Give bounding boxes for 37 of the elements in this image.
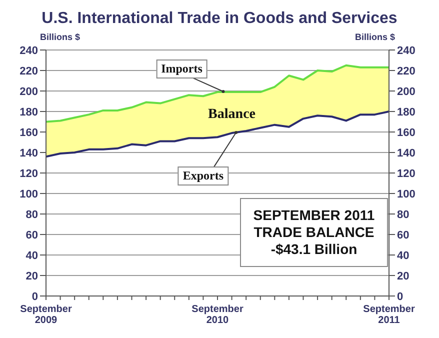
y-tick-label: 60 [26, 229, 38, 242]
y2-tick-label: 180 [397, 106, 416, 118]
y2-tick-label: 60 [397, 229, 410, 242]
y2-tick-label: 0 [397, 290, 404, 303]
y-tick-label: 20 [26, 270, 38, 282]
y2-tick-label: 40 [397, 250, 410, 262]
y-tick-label: 140 [20, 147, 38, 160]
y-tick-label: 120 [20, 168, 38, 180]
y2-tick-label: 140 [397, 147, 416, 160]
y2-tick-label: 100 [397, 188, 416, 200]
x-tick-label: September 2009 [20, 304, 72, 326]
annotation: Balance [208, 106, 256, 123]
y2-tick-label: 240 [397, 44, 416, 57]
y2-tick-label: 120 [397, 168, 416, 180]
y-tick-label: 240 [20, 44, 38, 57]
line-series [46, 64, 389, 123]
x-tick-label: September 2010 [192, 304, 244, 326]
y2-axis-title: Billions $ [354, 32, 395, 42]
y-tick-label: 200 [20, 86, 38, 98]
y2-tick-label: 200 [397, 86, 416, 98]
y2-tick-label: 160 [397, 126, 416, 139]
annotation: SEPTEMBER 2011 TRADE BALANCE -$43.1 Billion [240, 198, 388, 267]
y-tick-label: 40 [26, 250, 38, 262]
series-label: Imports [156, 60, 208, 79]
text: Exports [178, 166, 229, 186]
y-tick-label: 0 [32, 290, 38, 303]
x-tick-label: September 2011 [363, 304, 415, 326]
y2-tick-label: 20 [397, 270, 410, 282]
y-tick-label: 100 [20, 188, 38, 200]
y2-tick-label: 220 [397, 65, 416, 78]
y-axis-title: Billions $ [40, 32, 80, 42]
y-tick-label: 180 [20, 106, 38, 118]
y-tick-label: 220 [20, 65, 38, 78]
chart-title: U.S. International Trade in Goods and Services [40, 9, 398, 29]
y2-tick-label: 80 [397, 208, 410, 221]
y-tick-label: 160 [20, 126, 38, 139]
y-tick-label: 80 [26, 208, 38, 221]
